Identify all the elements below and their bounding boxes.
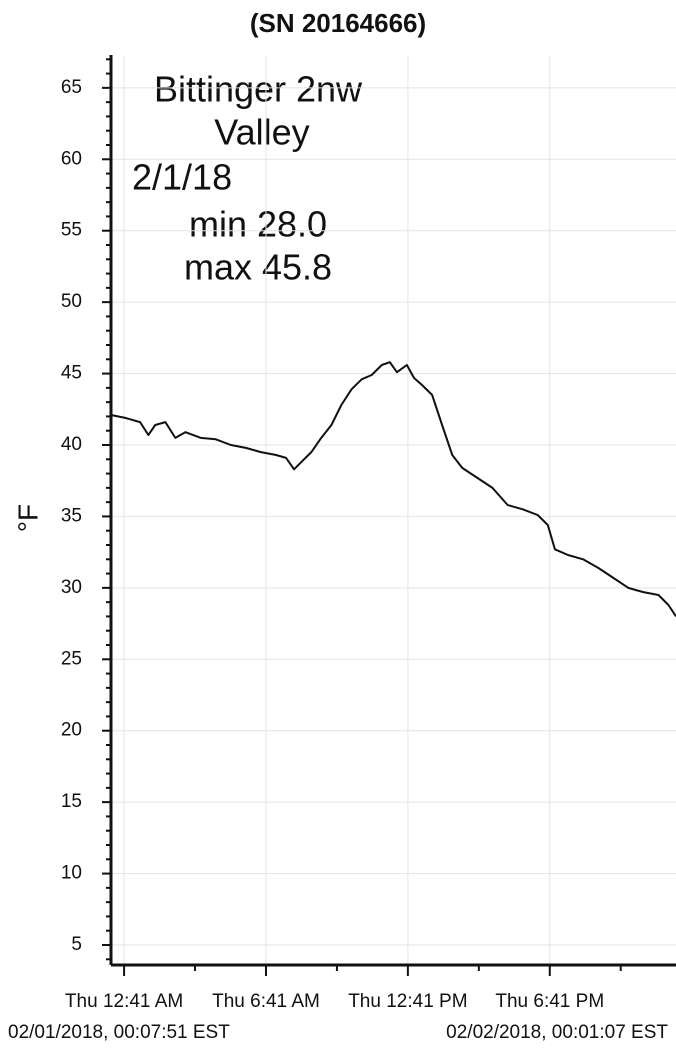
annotation: 2/1/18 <box>132 157 232 198</box>
y-tick-label: 15 <box>61 791 82 812</box>
range-end-label: 02/02/2018, 00:01:07 EST <box>446 1022 668 1043</box>
annotation: max 45.8 <box>184 247 332 288</box>
annotation: min 28.0 <box>189 204 327 245</box>
y-tick-label: 35 <box>61 505 82 526</box>
y-tick-label: 50 <box>61 291 82 312</box>
y-axis-label: °F <box>12 504 43 532</box>
x-tick-label: Thu 6:41 AM <box>212 991 320 1012</box>
line-series <box>110 361 676 617</box>
x-tick-label: Thu 12:41 PM <box>348 991 467 1012</box>
y-tick-label: 45 <box>61 363 82 384</box>
y-tick-label: 5 <box>71 934 82 955</box>
y-tick-label: 25 <box>61 648 82 669</box>
y-tick-label: 55 <box>61 220 82 241</box>
chart-title: (SN 20164666) <box>250 8 426 38</box>
annotation: Valley <box>214 112 309 153</box>
x-tick-label: Thu 12:41 AM <box>65 991 183 1012</box>
range-start-label: 02/01/2018, 00:07:51 EST <box>8 1022 230 1043</box>
annotation: Bittinger 2nw <box>154 69 363 110</box>
y-tick-label: 30 <box>61 577 82 598</box>
y-tick-label: 60 <box>61 148 82 169</box>
y-tick-label: 65 <box>61 77 82 98</box>
y-tick-label: 10 <box>61 863 82 884</box>
x-tick-label: Thu 6:41 PM <box>495 991 604 1012</box>
y-tick-label: 40 <box>61 434 82 455</box>
y-tick-label: 20 <box>61 720 82 741</box>
